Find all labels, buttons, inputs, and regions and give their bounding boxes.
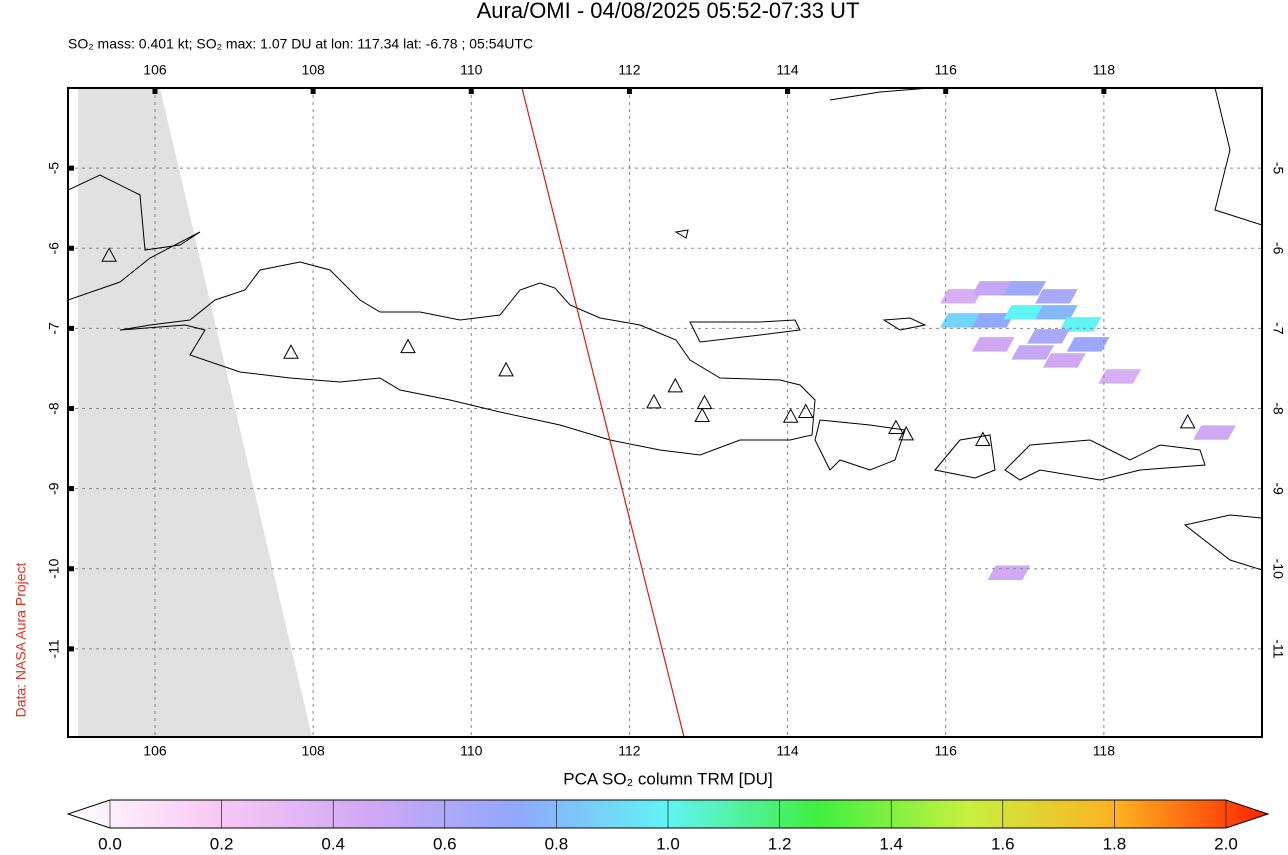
so2-cell — [1035, 289, 1078, 304]
volcano — [797, 403, 814, 418]
x-tick-label-bottom: 114 — [776, 743, 799, 759]
colorbar-label: PCA SO₂ column TRM [DU] — [563, 769, 772, 788]
y-tick-label-right: -6 — [1270, 242, 1286, 255]
colorbar-tick-label: 1.6 — [991, 834, 1015, 853]
y-tick-label-right: -7 — [1270, 322, 1286, 335]
x-tick-label-top: 112 — [618, 62, 641, 78]
y-tick-label-left: -9 — [46, 482, 62, 495]
coast-lombok — [934, 434, 996, 479]
x-tick-label-bottom: 118 — [1093, 743, 1116, 759]
volcano — [1179, 413, 1196, 429]
volcano — [667, 377, 684, 393]
coastlines — [68, 88, 1262, 571]
x-tick-label-top: 106 — [143, 62, 167, 78]
coast-sumbawa — [1004, 439, 1206, 481]
grid — [68, 88, 1262, 737]
subtitle: SO₂ mass: 0.401 kt; SO₂ max: 1.07 DU at … — [68, 36, 533, 52]
coast-sumba — [1183, 514, 1262, 571]
volcano — [101, 247, 117, 262]
volcano — [975, 431, 991, 447]
colorbar-tick-label: 1.4 — [879, 834, 903, 853]
x-tick-label-top: 116 — [935, 62, 958, 78]
so2-cell — [987, 565, 1031, 580]
volcano — [898, 425, 915, 441]
y-tick-label-right: -10 — [1270, 559, 1286, 579]
x-tick-label-top: 110 — [460, 62, 483, 78]
so2-cell — [971, 281, 1015, 296]
axes: 106 106 108 108 110 110 112 112 114 114 116 116 118 1… — [46, 62, 1287, 759]
x-tick-label-top: 118 — [1093, 62, 1116, 78]
y-tick-label-left: -11 — [46, 639, 62, 658]
colorbar-tick-label: 1.8 — [1103, 834, 1127, 853]
volcano — [696, 394, 713, 410]
coast-madura — [689, 319, 801, 343]
so2-cell — [971, 313, 1015, 328]
orbit-track — [521, 88, 685, 737]
so2-cell — [971, 337, 1015, 352]
map-area — [68, 88, 1262, 737]
volcanoes — [101, 247, 1196, 447]
so2-cell — [1027, 329, 1070, 344]
volcano — [498, 361, 514, 377]
coast-sumatra — [68, 174, 201, 301]
volcano — [283, 344, 299, 359]
coast-islands — [674, 229, 927, 331]
so2-cell — [940, 289, 983, 304]
title: Aura/OMI - 04/08/2025 05:52-07:33 UT — [477, 0, 860, 23]
colorbar-tick-label: 2.0 — [1214, 834, 1238, 853]
y-tick-label-right: -8 — [1270, 402, 1286, 415]
coast-bali — [814, 419, 906, 471]
volcano — [888, 419, 904, 435]
y-tick-label-right: -5 — [1270, 162, 1286, 175]
volcano — [782, 408, 799, 423]
so2-cells — [940, 281, 1236, 580]
y-tick-label-left: -6 — [46, 242, 62, 255]
credit: Data: NASA Aura Project — [13, 562, 29, 717]
so2-cell — [940, 313, 983, 328]
so2-cell — [1098, 369, 1142, 384]
colorbar-tick-label: 1.0 — [656, 834, 680, 853]
volcano — [694, 407, 711, 423]
volcano — [646, 393, 662, 409]
colorbar-tick-label: 0.4 — [321, 834, 345, 853]
so2-cell — [1003, 305, 1047, 320]
x-tick-label-bottom: 110 — [460, 743, 483, 759]
so2-cell — [1066, 337, 1110, 352]
so2-cell — [1035, 305, 1078, 320]
colorbar-tick-label: 0.0 — [98, 834, 122, 853]
colorbar-ticks: 0.0 0.2 0.4 0.6 0.8 1.0 1.2 1.4 1.6 1.8 2.0 — [98, 800, 1238, 853]
coast-java — [119, 261, 816, 456]
map-frame — [67, 87, 1263, 738]
y-tick-label-left: -10 — [46, 558, 62, 578]
coast-borneo — [829, 88, 1262, 226]
volcano — [400, 338, 416, 354]
so2-cell — [1003, 281, 1047, 296]
x-tick-label-bottom: 108 — [301, 743, 325, 759]
so2-cell — [1193, 425, 1236, 440]
colorbar-tick-label: 1.2 — [768, 834, 792, 853]
colorbar-tick-label: 0.8 — [545, 834, 569, 853]
y-tick-label-right: -11 — [1270, 639, 1286, 658]
x-tick-label-bottom: 112 — [618, 743, 641, 759]
colorbar-tick-label: 0.6 — [433, 834, 457, 853]
y-tick-label-left: -7 — [46, 322, 62, 335]
so2-cell — [1042, 353, 1086, 368]
x-tick-label-bottom: 116 — [935, 743, 958, 759]
y-tick-label-left: -8 — [46, 402, 62, 415]
so2-cell — [1011, 345, 1055, 360]
no-data-swath — [78, 88, 312, 737]
x-tick-label-top: 114 — [776, 62, 799, 78]
colorbar-tick-label: 0.2 — [210, 834, 234, 853]
y-tick-label-left: -5 — [46, 162, 62, 175]
y-tick-label-right: -9 — [1270, 482, 1286, 495]
x-tick-label-top: 108 — [301, 62, 325, 78]
x-tick-label-bottom: 106 — [143, 743, 167, 759]
